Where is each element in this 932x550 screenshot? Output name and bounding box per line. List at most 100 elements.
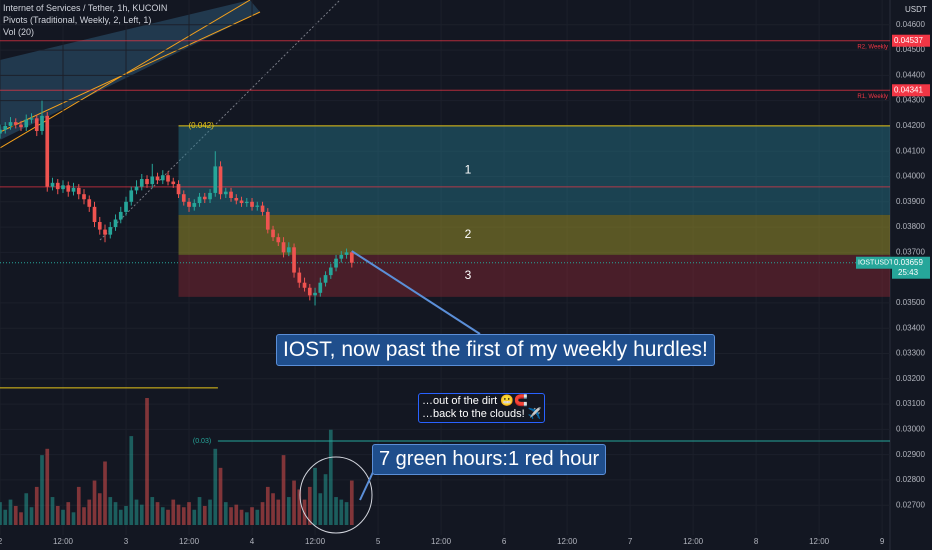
indicator: Vol (20) (3, 27, 35, 37)
candle-body (318, 282, 323, 293)
volume-bar (150, 497, 155, 525)
volume-bar (66, 502, 71, 525)
candle-body (171, 181, 176, 185)
x-tick-label: 12:00 (683, 537, 704, 546)
volume-bar (103, 461, 107, 525)
y-tick-label: 0.04100 (896, 146, 925, 155)
y-tick-label: 0.03100 (896, 399, 925, 408)
volume-bar (155, 502, 160, 525)
volume-bar (213, 448, 218, 525)
candle-body (323, 275, 328, 283)
candle-body (187, 201, 191, 207)
fib-label: (0.042) (189, 121, 215, 130)
y-tick-label: 0.02800 (896, 475, 925, 484)
note-line: …back to the clouds! ✈️ (422, 408, 542, 420)
candle-body (134, 186, 139, 191)
arrow (359, 469, 375, 501)
candle-body (24, 119, 29, 128)
y-tick-label: 0.04000 (896, 172, 925, 181)
candle-body (202, 196, 207, 200)
note-line: …out of the dirt 😬🧲 (422, 395, 528, 407)
volume-bar (97, 493, 102, 525)
candle-body (87, 199, 92, 207)
candle-body (139, 179, 144, 187)
candle-body (302, 282, 307, 288)
channel (0, 0, 260, 140)
candle-body (66, 185, 71, 192)
candle-body (255, 205, 260, 207)
volume-bar (71, 512, 76, 525)
candle-body (129, 190, 134, 202)
x-tick-label: 8 (754, 537, 759, 546)
candle-body (118, 211, 123, 220)
y-tick-label: 0.03200 (896, 374, 925, 383)
zone-label: 1 (465, 163, 472, 177)
volume-bar (8, 499, 13, 525)
candle-body (108, 227, 113, 235)
volume-bar (271, 493, 275, 525)
x-tick-label: 12:00 (179, 537, 200, 546)
fib-zone (178, 125, 890, 215)
candle-body (166, 175, 170, 182)
volume-bar (302, 499, 307, 525)
y-tick-label: 0.04400 (896, 70, 925, 79)
candle-body (92, 206, 97, 223)
volume-bar (129, 436, 134, 525)
candle-body (281, 242, 286, 253)
y-tick-label: 0.04600 (896, 20, 925, 29)
volume-bar (250, 507, 254, 525)
y-tick-label: 0.03400 (896, 323, 925, 332)
volume-bar (24, 493, 29, 525)
note: …out of the dirt 😬🧲 …back to the clouds! … (418, 393, 546, 423)
callout: IOST, now past the first of my weekly hu… (276, 334, 715, 366)
candle-body (155, 176, 160, 181)
fib-zone (178, 254, 890, 297)
x-tick-label: 3 (124, 537, 129, 546)
volume-bar (34, 486, 39, 525)
volume-bar (61, 509, 65, 525)
volume-bar (208, 499, 212, 525)
y-tick-label: 0.03800 (896, 222, 925, 231)
volume-bar (334, 497, 338, 525)
x-tick-label: 12:00 (809, 537, 830, 546)
volume-bar (323, 474, 328, 525)
candle-body (229, 191, 233, 198)
price-box (892, 84, 930, 97)
candle-body (286, 247, 291, 253)
symbol: Internet of Services / Tether, 1h, KUCOI… (3, 3, 168, 13)
candle-body (50, 182, 55, 187)
volume-bar (40, 455, 44, 525)
volume-bar (328, 429, 333, 525)
candle-body (292, 247, 296, 273)
candle-body (244, 201, 249, 204)
volume-bar (108, 497, 113, 525)
channel-line (0, 11, 261, 133)
candle-body (192, 203, 197, 207)
volume-bar (176, 504, 181, 525)
pivot-price: 0.04537 (894, 36, 923, 45)
volume-bar (255, 509, 260, 525)
candle-body (276, 237, 281, 243)
pivot-name: R2, Weekly (857, 44, 888, 50)
volume-bar (113, 502, 118, 525)
candle-body (19, 124, 23, 128)
volume-bar (145, 398, 149, 525)
candle-body (124, 201, 128, 212)
x-tick-label: 6 (502, 537, 507, 546)
x-tick-label: 9 (880, 537, 885, 546)
candle-body (250, 201, 254, 207)
volume-bar (181, 507, 186, 525)
x-tick-label: 12:00 (53, 537, 74, 546)
candle-body (71, 187, 76, 192)
volume-bar (202, 505, 207, 525)
countdown: 25:43 (898, 268, 919, 277)
volume-bar (307, 486, 312, 525)
price-box (892, 34, 930, 47)
level-label: (0.03) (193, 438, 211, 445)
volume-bar (118, 509, 123, 525)
pivot-price: 0.04341 (894, 85, 923, 94)
candle-body (97, 222, 102, 230)
volume-bar (19, 512, 23, 525)
volume-bar (187, 502, 191, 525)
volume-bar (223, 502, 228, 525)
